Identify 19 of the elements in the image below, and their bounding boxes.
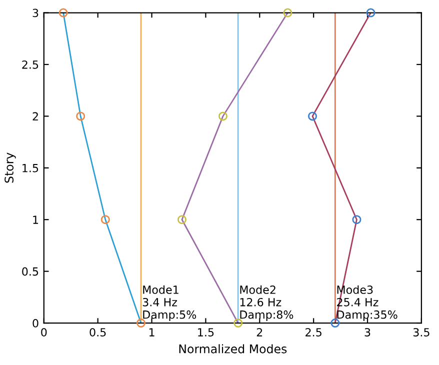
x-tick-label: 1 — [149, 328, 154, 336]
x-axis-title: Normalized Modes — [179, 344, 287, 354]
x-tick-label: 1.5 — [198, 328, 214, 336]
x-tick-label: 3 — [364, 328, 370, 336]
x-tick-label: 3.5 — [413, 328, 430, 336]
ref-line-label: Mode1 3.4 Hz Damp:5% — [142, 285, 196, 321]
y-axis-title: Story — [4, 152, 16, 183]
ref-line-label: Mode2 12.6 Hz Damp:8% — [240, 285, 294, 321]
y-tick-label: 3 — [32, 8, 38, 18]
y-tick-label: 0.5 — [22, 267, 38, 276]
x-tick-label: 2 — [256, 328, 262, 336]
y-tick-label: 0 — [32, 319, 38, 328]
y-tick-label: 2.5 — [22, 60, 38, 69]
x-tick-label: 2.5 — [306, 328, 322, 336]
y-tick-label: 1.5 — [22, 164, 38, 172]
x-tick-label: 0 — [41, 328, 47, 336]
y-tick-label: 1 — [33, 216, 38, 224]
y-tick-label: 2 — [32, 112, 38, 120]
x-tick-label: 0.5 — [90, 328, 106, 336]
